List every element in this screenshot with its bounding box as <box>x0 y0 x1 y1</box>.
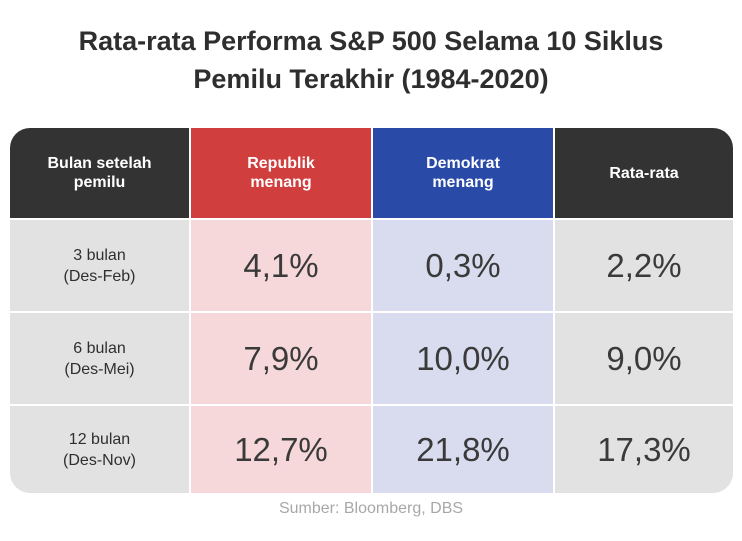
header-rata-label: Rata-rata <box>609 164 679 182</box>
cell-rata-12-bulan: 17,3% <box>555 406 733 493</box>
cell-rata-3-bulan: 2,2% <box>555 220 733 311</box>
header-republik-line-2: menang <box>250 174 312 191</box>
row-label-line-2: (Des-Mei) <box>64 360 135 378</box>
header-demokrat-line-1: Demokrat <box>426 155 500 172</box>
chart-title: Rata-rata Performa S&P 500 Selama 10 Sik… <box>0 22 742 98</box>
row-label-line-1: 12 bulan <box>68 430 131 448</box>
header-period: Bulan setelah pemilu <box>10 128 189 218</box>
chart-title-line-1: Rata-rata Performa S&P 500 Selama 10 Sik… <box>78 26 664 56</box>
header-period-line-1: Bulan setelah <box>47 155 152 172</box>
header-rata: Rata-rata <box>555 128 733 218</box>
row-label-line-2: (Des-Feb) <box>63 267 136 285</box>
cell-republik-3-bulan: 4,1% <box>191 220 371 311</box>
header-demokrat-line-2: menang <box>432 174 494 191</box>
chart-title-line-2: Pemilu Terakhir (1984-2020) <box>193 64 549 94</box>
cell-republik-12-bulan: 12,7% <box>191 406 371 493</box>
cell-demokrat-12-bulan: 21,8% <box>373 406 553 493</box>
row-label-line-2: (Des-Nov) <box>63 451 136 469</box>
header-demokrat: Demokrat menang <box>373 128 553 218</box>
performance-table: Bulan setelah pemilu Republik menang Dem… <box>10 128 733 493</box>
source-note: Sumber: Bloomberg, DBS <box>278 500 464 517</box>
header-republik: Republik menang <box>191 128 371 218</box>
header-republik-line-1: Republik <box>247 155 315 172</box>
cell-republik-6-bulan: 7,9% <box>191 313 371 404</box>
row-label-line-1: 3 bulan <box>73 246 126 264</box>
row-label-6-bulan: 6 bulan (Des-Mei) <box>10 313 189 404</box>
header-period-line-2: pemilu <box>73 174 126 191</box>
cell-demokrat-3-bulan: 0,3% <box>373 220 553 311</box>
cell-demokrat-6-bulan: 10,0% <box>373 313 553 404</box>
row-label-line-1: 6 bulan <box>73 339 126 357</box>
row-label-3-bulan: 3 bulan (Des-Feb) <box>10 220 189 311</box>
cell-rata-6-bulan: 9,0% <box>555 313 733 404</box>
row-label-12-bulan: 12 bulan (Des-Nov) <box>10 406 189 493</box>
